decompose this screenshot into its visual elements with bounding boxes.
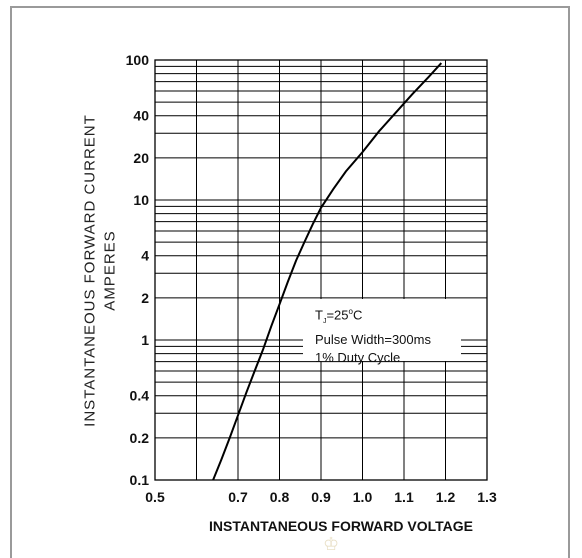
y-tick-label: 1	[141, 332, 149, 348]
x-tick-label: 1.2	[436, 489, 456, 505]
y-axis-label-units: AMPERES	[101, 230, 119, 311]
chart-frame	[10, 6, 570, 558]
tick-labels: 0.5 0.7 0.8 0.9 1.0 1.1 1.2 1.3 0.1 0.2 0.4 1 2 4 10 20…	[126, 52, 497, 505]
x-axis-label: INSTANTANEOUS FORWARD VOLTAGE	[209, 518, 473, 534]
x-tick-label: 0.7	[228, 489, 248, 505]
y-tick-label: 4	[141, 248, 149, 264]
y-tick-label: 40	[133, 108, 149, 124]
y-tick-label: 2	[141, 290, 149, 306]
y-tick-label: 0.2	[130, 430, 150, 446]
legend-junction-temp: TJ=25oC	[315, 307, 363, 325]
y-tick-label: 10	[133, 192, 149, 208]
watermark-logo: ♔	[323, 534, 340, 554]
forward-current-curve	[212, 62, 443, 481]
x-tick-label: 0.5	[145, 489, 165, 505]
x-tick-label: 0.9	[311, 489, 331, 505]
x-tick-label: 1.0	[353, 489, 373, 505]
legend-pulse-width: Pulse Width=300ms	[315, 331, 431, 347]
y-tick-label: 100	[126, 52, 150, 68]
legend: TJ=25oC Pulse Width=300ms 1% Duty Cycle	[303, 299, 461, 365]
x-tick-label: 1.1	[394, 489, 414, 505]
grid-lines	[154, 59, 488, 481]
y-tick-label: 0.1	[130, 472, 150, 488]
legend-duty-cycle: 1% Duty Cycle	[315, 349, 401, 365]
x-tick-label: 1.3	[477, 489, 497, 505]
y-tick-label: 0.4	[130, 388, 150, 404]
y-axis-label: INSTANTANEOUS FORWARD CURRENT	[81, 114, 99, 427]
plot-border	[154, 59, 488, 481]
y-tick-label: 20	[133, 150, 149, 166]
x-tick-label: 0.8	[270, 489, 290, 505]
